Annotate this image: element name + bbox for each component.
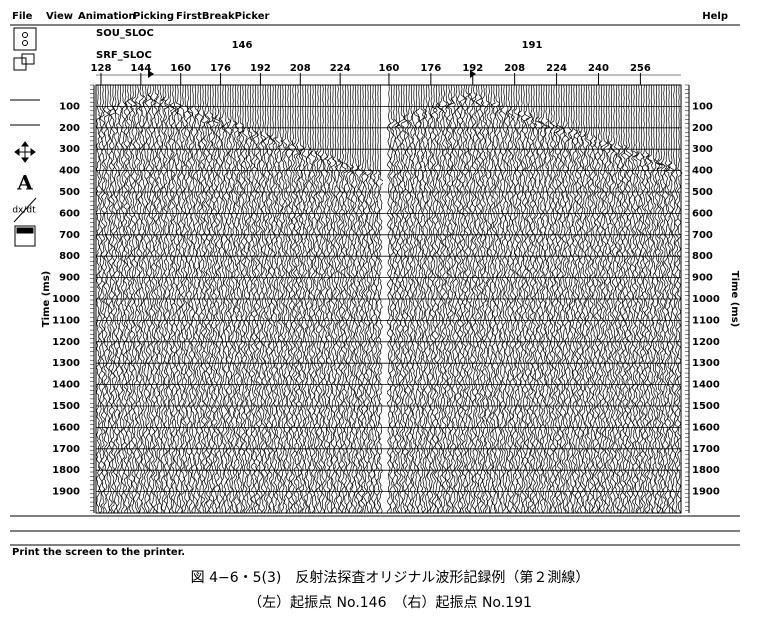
time-tick-label: 800 bbox=[692, 251, 713, 262]
time-tick-label: 1000 bbox=[692, 294, 720, 305]
time-tick-label: 600 bbox=[692, 208, 713, 219]
time-tick-label: 200 bbox=[59, 123, 80, 134]
time-tick-label: 700 bbox=[692, 230, 713, 241]
time-tick-label: 700 bbox=[59, 230, 80, 241]
top-tick-label: 208 bbox=[290, 63, 311, 74]
time-tick-label: 1500 bbox=[52, 401, 80, 412]
top-tick-label: 224 bbox=[330, 63, 351, 74]
menu-item[interactable]: Picking bbox=[133, 11, 174, 22]
time-tick-label: 1400 bbox=[692, 380, 720, 391]
time-tick-label: 500 bbox=[59, 187, 80, 198]
derivative-tool[interactable]: dx/dt bbox=[12, 206, 36, 216]
time-tick-label: 1700 bbox=[52, 444, 80, 455]
max-icon[interactable] bbox=[14, 225, 36, 247]
time-tick-label: 300 bbox=[59, 144, 80, 155]
top-tick-label: 192 bbox=[462, 63, 483, 74]
time-tick-label: 1600 bbox=[52, 422, 80, 433]
time-tick-label: 1300 bbox=[52, 358, 80, 369]
menu-item[interactable]: File bbox=[12, 11, 33, 22]
top-tick-label: 256 bbox=[630, 63, 651, 74]
header-label: SRF_SLOC bbox=[96, 50, 152, 61]
time-tick-label: 400 bbox=[59, 166, 80, 177]
time-tick-label: 600 bbox=[59, 208, 80, 219]
top-tick-label: 240 bbox=[588, 63, 609, 74]
source-marker bbox=[470, 70, 476, 78]
move-icon[interactable] bbox=[14, 141, 36, 163]
source-label: 146 bbox=[232, 40, 253, 51]
time-tick-label: 900 bbox=[692, 273, 713, 284]
top-tick-label: 144 bbox=[130, 63, 151, 74]
time-tick-label: 1600 bbox=[692, 422, 720, 433]
time-tick-label: 1100 bbox=[52, 315, 80, 326]
menu-item[interactable]: Animation bbox=[78, 11, 136, 22]
time-tick-label: 900 bbox=[59, 273, 80, 284]
caption: 図 4−6・5(3) 反射法探査オリジナル波形記録例（第２測線） bbox=[191, 569, 590, 586]
time-tick-label: 800 bbox=[59, 251, 80, 262]
menu-item[interactable]: Help bbox=[702, 11, 728, 22]
time-tick-label: 1200 bbox=[52, 337, 80, 348]
time-tick-label: 1400 bbox=[52, 380, 80, 391]
time-tick-label: 1200 bbox=[692, 337, 720, 348]
time-tick-label: 1800 bbox=[692, 465, 720, 476]
top-tick-label: 192 bbox=[250, 63, 271, 74]
header-label: SOU_SLOC bbox=[96, 28, 154, 39]
top-tick-label: 224 bbox=[546, 63, 567, 74]
axis-title: Time (ms) bbox=[41, 271, 52, 327]
top-tick-label: 176 bbox=[210, 63, 231, 74]
icon-shape bbox=[16, 227, 34, 234]
top-tick-label: 208 bbox=[504, 63, 525, 74]
source-marker bbox=[148, 70, 154, 78]
time-tick-label: 100 bbox=[59, 101, 80, 112]
time-tick-label: 100 bbox=[692, 101, 713, 112]
top-tick-label: 176 bbox=[420, 63, 441, 74]
time-tick-label: 1900 bbox=[52, 487, 80, 498]
tool-icon[interactable] bbox=[13, 27, 37, 51]
time-tick-label: 1500 bbox=[692, 401, 720, 412]
caption: （左）起振点 No.146 （右）起振点 No.191 bbox=[248, 595, 532, 611]
top-tick-label: 128 bbox=[91, 63, 112, 74]
time-tick-label: 1300 bbox=[692, 358, 720, 369]
seismic-plot: 100 100 200 200 300 300 400 400 500 500 600 600 700 7… bbox=[41, 63, 740, 514]
time-tick-label: 1100 bbox=[692, 315, 720, 326]
time-tick-label: 1800 bbox=[52, 465, 80, 476]
time-tick-label: 1000 bbox=[52, 294, 80, 305]
icon-shape bbox=[22, 40, 28, 46]
icon-shape bbox=[22, 32, 28, 38]
toolbar bbox=[10, 27, 40, 247]
time-tick-label: 500 bbox=[692, 187, 713, 198]
time-tick-label: 1700 bbox=[692, 444, 720, 455]
menu-item[interactable]: View bbox=[46, 11, 73, 22]
source-label: 191 bbox=[522, 40, 543, 51]
time-tick-label: 400 bbox=[692, 166, 713, 177]
top-tick-label: 160 bbox=[378, 63, 399, 74]
time-tick-label: 1900 bbox=[692, 487, 720, 498]
text-tool[interactable]: A bbox=[16, 171, 33, 195]
time-tick-label: 200 bbox=[692, 123, 713, 134]
icon-shape bbox=[13, 197, 37, 223]
top-tick-label: 160 bbox=[170, 63, 191, 74]
axis-title: Time (ms) bbox=[729, 271, 740, 327]
icon-shape bbox=[21, 53, 35, 65]
menu-item[interactable]: FirstBreakPicker bbox=[176, 11, 270, 22]
status-text: Print the screen to the printer. bbox=[12, 547, 185, 558]
time-tick-label: 300 bbox=[692, 144, 713, 155]
